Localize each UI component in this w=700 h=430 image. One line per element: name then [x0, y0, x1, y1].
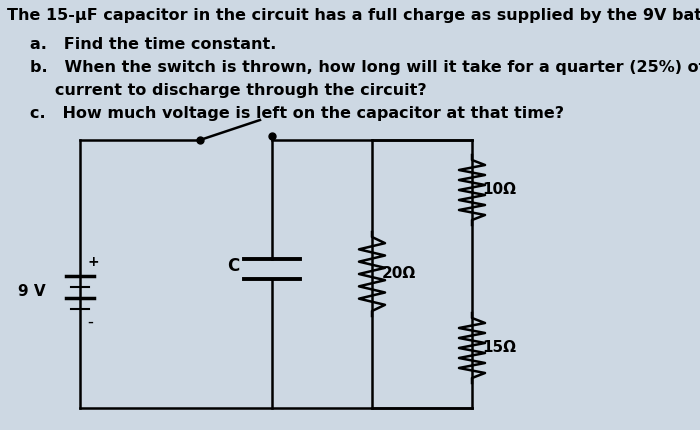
Text: 20Ω: 20Ω — [382, 267, 416, 282]
Text: c.   How much voltage is left on the capacitor at that time?: c. How much voltage is left on the capac… — [30, 106, 564, 121]
Text: 10Ω: 10Ω — [482, 182, 516, 197]
Text: current to discharge through the circuit?: current to discharge through the circuit… — [55, 83, 426, 98]
Text: +: + — [87, 255, 99, 269]
Text: 15Ω: 15Ω — [482, 341, 516, 356]
Text: C: C — [227, 257, 239, 275]
Text: -: - — [87, 313, 93, 331]
Text: 9 V: 9 V — [18, 285, 46, 300]
Text: b.   When the switch is thrown, how long will it take for a quarter (25%) of the: b. When the switch is thrown, how long w… — [30, 60, 700, 75]
Text: The 15-μF capacitor in the circuit has a full charge as supplied by the 9V batte: The 15-μF capacitor in the circuit has a… — [7, 8, 700, 23]
Text: a.   Find the time constant.: a. Find the time constant. — [30, 37, 277, 52]
